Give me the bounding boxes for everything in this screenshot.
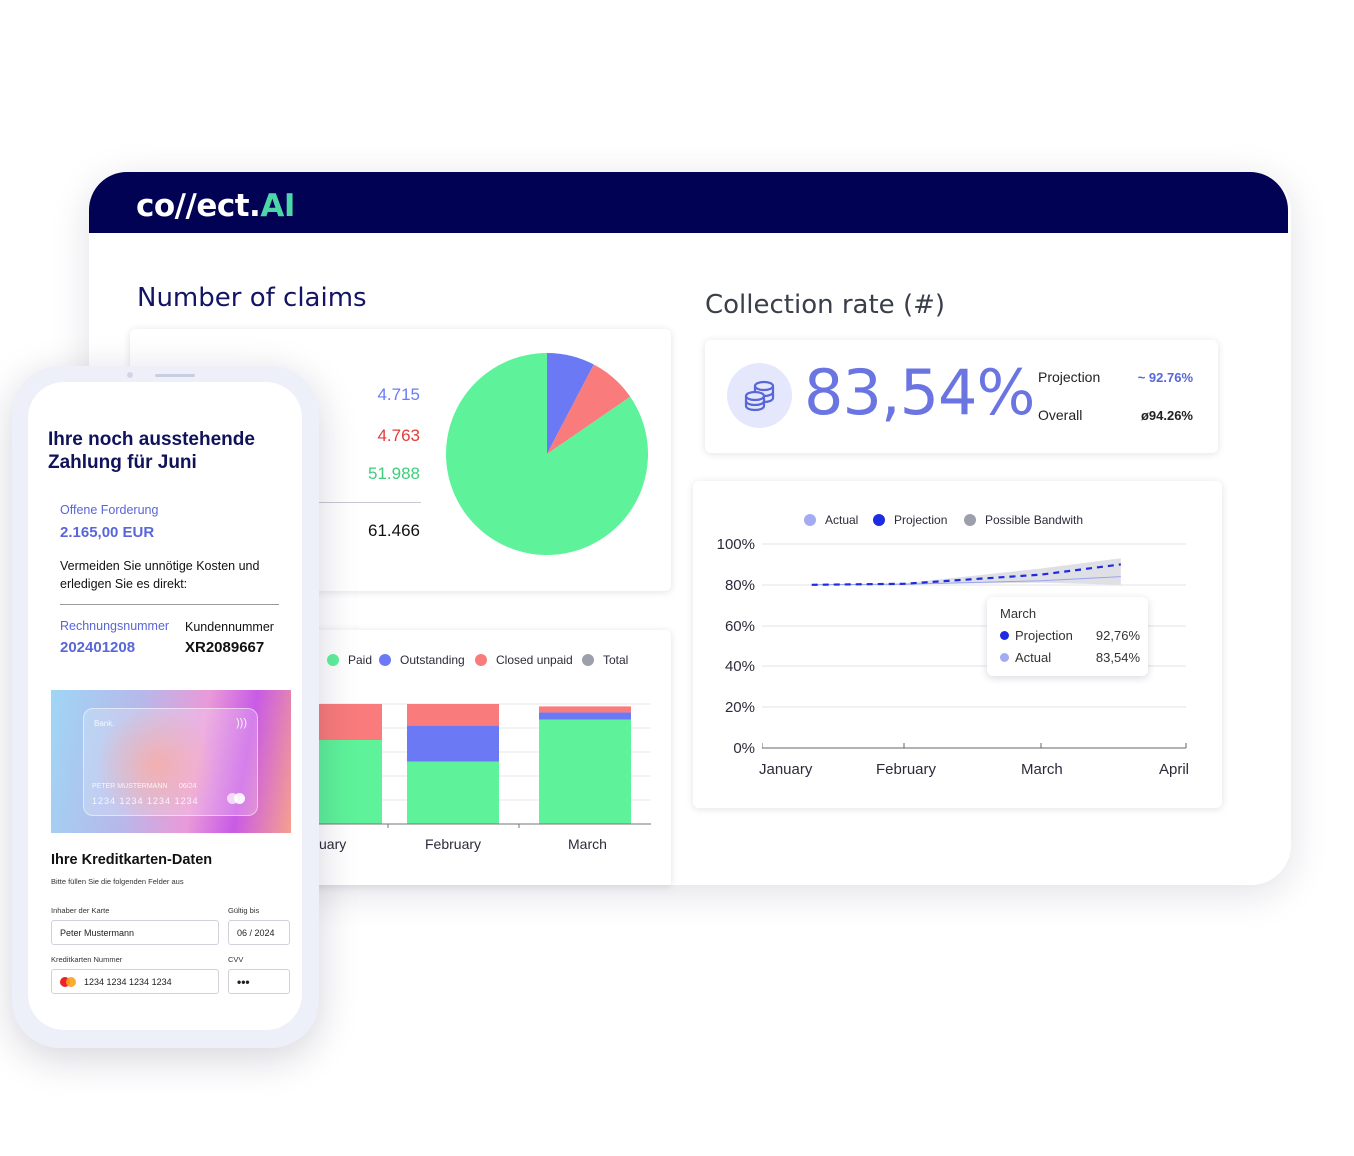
projection-label: Projection (1038, 369, 1101, 385)
card-data-title: Ihre Kreditkarten-Daten (51, 852, 213, 868)
card-expiry: 06/24 (179, 783, 197, 790)
claims-title: Number of claims (137, 283, 367, 313)
bar-february-closed-unpaid[interactable] (407, 704, 499, 726)
tooltip-actual-row: Actual 83,54% (1000, 650, 1140, 665)
legend-total[interactable]: Total (582, 653, 628, 667)
bandwith-dot-icon (964, 514, 976, 526)
invoice-value: 202401208 (60, 639, 136, 656)
claims-pie-chart (446, 353, 648, 555)
y-label-20: 20% (724, 699, 755, 716)
collect-ai-logo[interactable]: co//ect.AI (136, 188, 295, 224)
x-label-february: February (876, 761, 937, 778)
card-holder: PETER MUSTERMANN (92, 783, 168, 790)
collection-rate-value: 83,54% (804, 356, 1035, 429)
bar-x-label-february: February (425, 836, 482, 852)
outstanding-dot-icon (379, 654, 391, 666)
pie-slice-closed-unpaid[interactable] (547, 364, 631, 454)
card-bank: Bank. (94, 719, 115, 728)
payment-message: Vermeiden Sie unnötige Kosten und erledi… (60, 559, 260, 591)
payment-title: Ihre noch ausstehende Zahlung für Juni (48, 429, 255, 473)
open-claim-value: 2.165,00 EUR (60, 524, 155, 541)
claims-divider (318, 502, 421, 503)
claims-total-value: 61.466 (368, 521, 420, 540)
x-label-april: April (1159, 761, 1190, 778)
y-label-0: 0% (733, 740, 755, 757)
legend-possible-bandwith[interactable]: Possible Bandwith (964, 513, 1083, 527)
monthly-bar-chart (300, 703, 651, 828)
claims-paid-value: 51.988 (368, 464, 420, 483)
tooltip-month: March (1000, 606, 1037, 621)
camera-icon (127, 372, 133, 378)
card-glass: Bank. ))) PETER MUSTERMANN 06/24 1234 12… (83, 708, 258, 816)
claims-outstanding-value: 4.715 (377, 385, 420, 404)
card-number-label: Kreditkarten Nummer (51, 955, 123, 964)
y-label-60: 60% (724, 618, 755, 635)
dashboard-header: co//ect.AI (89, 172, 1288, 233)
invoice-label: Rechnungsnummer (60, 619, 170, 633)
valid-label: Gültig bis (228, 906, 260, 915)
projection-value: ~ 92.76% (1137, 370, 1193, 385)
open-claim-label: Offene Forderung (60, 503, 159, 517)
legend-actual[interactable]: Actual (804, 513, 858, 527)
closed-unpaid-dot-icon (475, 654, 487, 666)
collection-rate-title: Collection rate (#) (705, 290, 946, 320)
chart-tooltip: March Projection 92,76% Actual 83,54% (987, 597, 1148, 676)
card-brand-icon (227, 793, 245, 804)
contactless-icon: ))) (236, 717, 247, 729)
card-number: 1234 1234 1234 1234 (92, 796, 199, 806)
card-number-input[interactable]: 1234 1234 1234 1234 (51, 969, 219, 994)
bar-march-paid[interactable] (539, 719, 631, 824)
legend-projection[interactable]: Projection (873, 513, 947, 527)
bar-february-outstanding[interactable] (407, 725, 499, 762)
actual-dot-icon (804, 514, 816, 526)
y-label-80: 80% (724, 577, 755, 594)
bar-x-label-march: March (568, 836, 607, 852)
cvv-input[interactable]: ••• (228, 969, 290, 994)
legend-closed-unpaid[interactable]: Closed unpaid (475, 653, 573, 667)
actual-dot-icon (1000, 653, 1009, 662)
y-label-100: 100% (716, 536, 755, 553)
projection-dot-icon (1000, 631, 1009, 640)
tooltip-projection-row: Projection 92,76% (1000, 628, 1140, 643)
holder-input[interactable]: Peter Mustermann (51, 920, 219, 945)
x-label-january: January (759, 761, 813, 778)
customer-value: XR2089667 (185, 639, 265, 656)
overall-value: ø94.26% (1140, 408, 1193, 423)
customer-label: Kundennummer (185, 620, 274, 634)
paid-dot-icon (327, 654, 339, 666)
valid-input[interactable]: 06 / 2024 (228, 920, 290, 945)
total-dot-icon (582, 654, 594, 666)
pie-slice-outstanding[interactable] (547, 353, 594, 454)
card-data-hint: Bitte füllen Sie die folgenden Felder au… (51, 877, 184, 886)
speaker-grille (155, 374, 195, 377)
holder-label: Inhaber der Karte (51, 906, 110, 915)
cvv-label: CVV (228, 955, 244, 964)
claims-closed-unpaid-value: 4.763 (377, 426, 420, 445)
bandwith-area (811, 558, 1121, 585)
coins-icon (727, 363, 792, 428)
mastercard-icon (60, 976, 76, 987)
x-label-march: March (1021, 761, 1063, 778)
bar-march-closed-unpaid[interactable] (539, 706, 631, 713)
bar-march-outstanding[interactable] (539, 712, 631, 720)
legend-paid[interactable]: Paid (327, 653, 372, 667)
projection-dot-icon (873, 514, 885, 526)
legend-outstanding[interactable]: Outstanding (379, 653, 465, 667)
projection-line (811, 563, 1121, 586)
overall-label: Overall (1038, 407, 1083, 423)
y-label-40: 40% (724, 658, 755, 675)
credit-card-image: Bank. ))) PETER MUSTERMANN 06/24 1234 12… (51, 690, 291, 833)
bar-x-label-january: uary (319, 836, 347, 852)
phone-divider (60, 604, 279, 605)
pie-slice-paid[interactable] (446, 353, 648, 555)
bar-february-paid[interactable] (407, 761, 499, 824)
